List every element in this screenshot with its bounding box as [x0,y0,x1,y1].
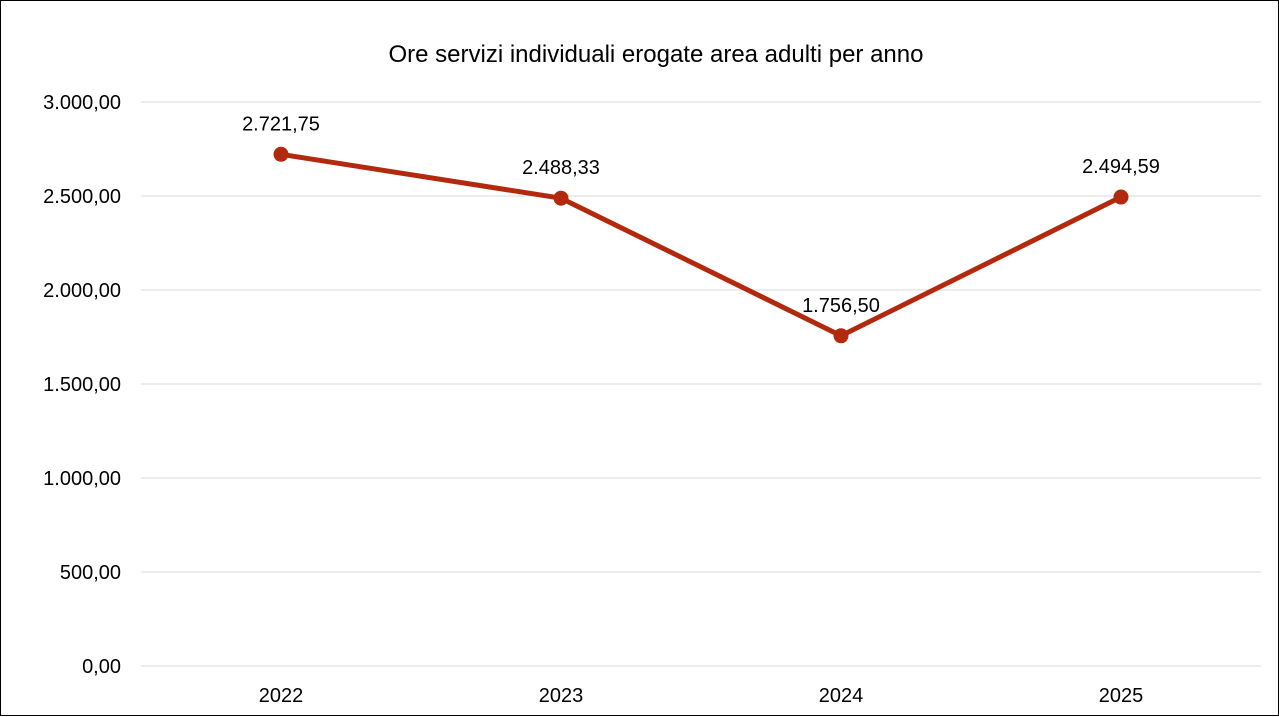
data-labels: 2.721,75 2.488,33 1.756,50 2.494,59 [242,113,1160,316]
data-label: 2.494,59 [1082,156,1160,178]
data-point [1113,189,1129,205]
gridlines [141,101,1261,667]
series-line [278,151,1124,339]
y-axis-tick-labels: 0,00 500,00 1.000,00 1.500,00 2.000,00 2.500,… [43,92,121,678]
y-tick-label: 2.000,00 [43,280,121,302]
x-tick-label: 2024 [819,685,864,707]
x-axis-tick-labels: 2022 2023 2024 2025 [259,685,1144,707]
x-tick-label: 2022 [259,685,304,707]
y-tick-label: 0,00 [82,656,121,678]
series-line-group [273,146,1129,344]
chart-title: Ore servizi individuali erogate area adu… [389,41,924,68]
data-label: 1.756,50 [802,295,880,317]
data-label: 2.721,75 [242,113,320,135]
y-tick-label: 500,00 [60,562,121,584]
y-tick-label: 1.500,00 [43,374,121,396]
data-point [553,190,569,206]
y-tick-label: 2.500,00 [43,186,121,208]
data-label: 2.488,33 [522,157,600,179]
data-point [273,146,289,162]
x-tick-label: 2023 [539,685,584,707]
x-tick-label: 2025 [1099,685,1144,707]
y-tick-label: 1.000,00 [43,468,121,490]
y-tick-label: 3.000,00 [43,92,121,114]
data-point [833,328,849,344]
